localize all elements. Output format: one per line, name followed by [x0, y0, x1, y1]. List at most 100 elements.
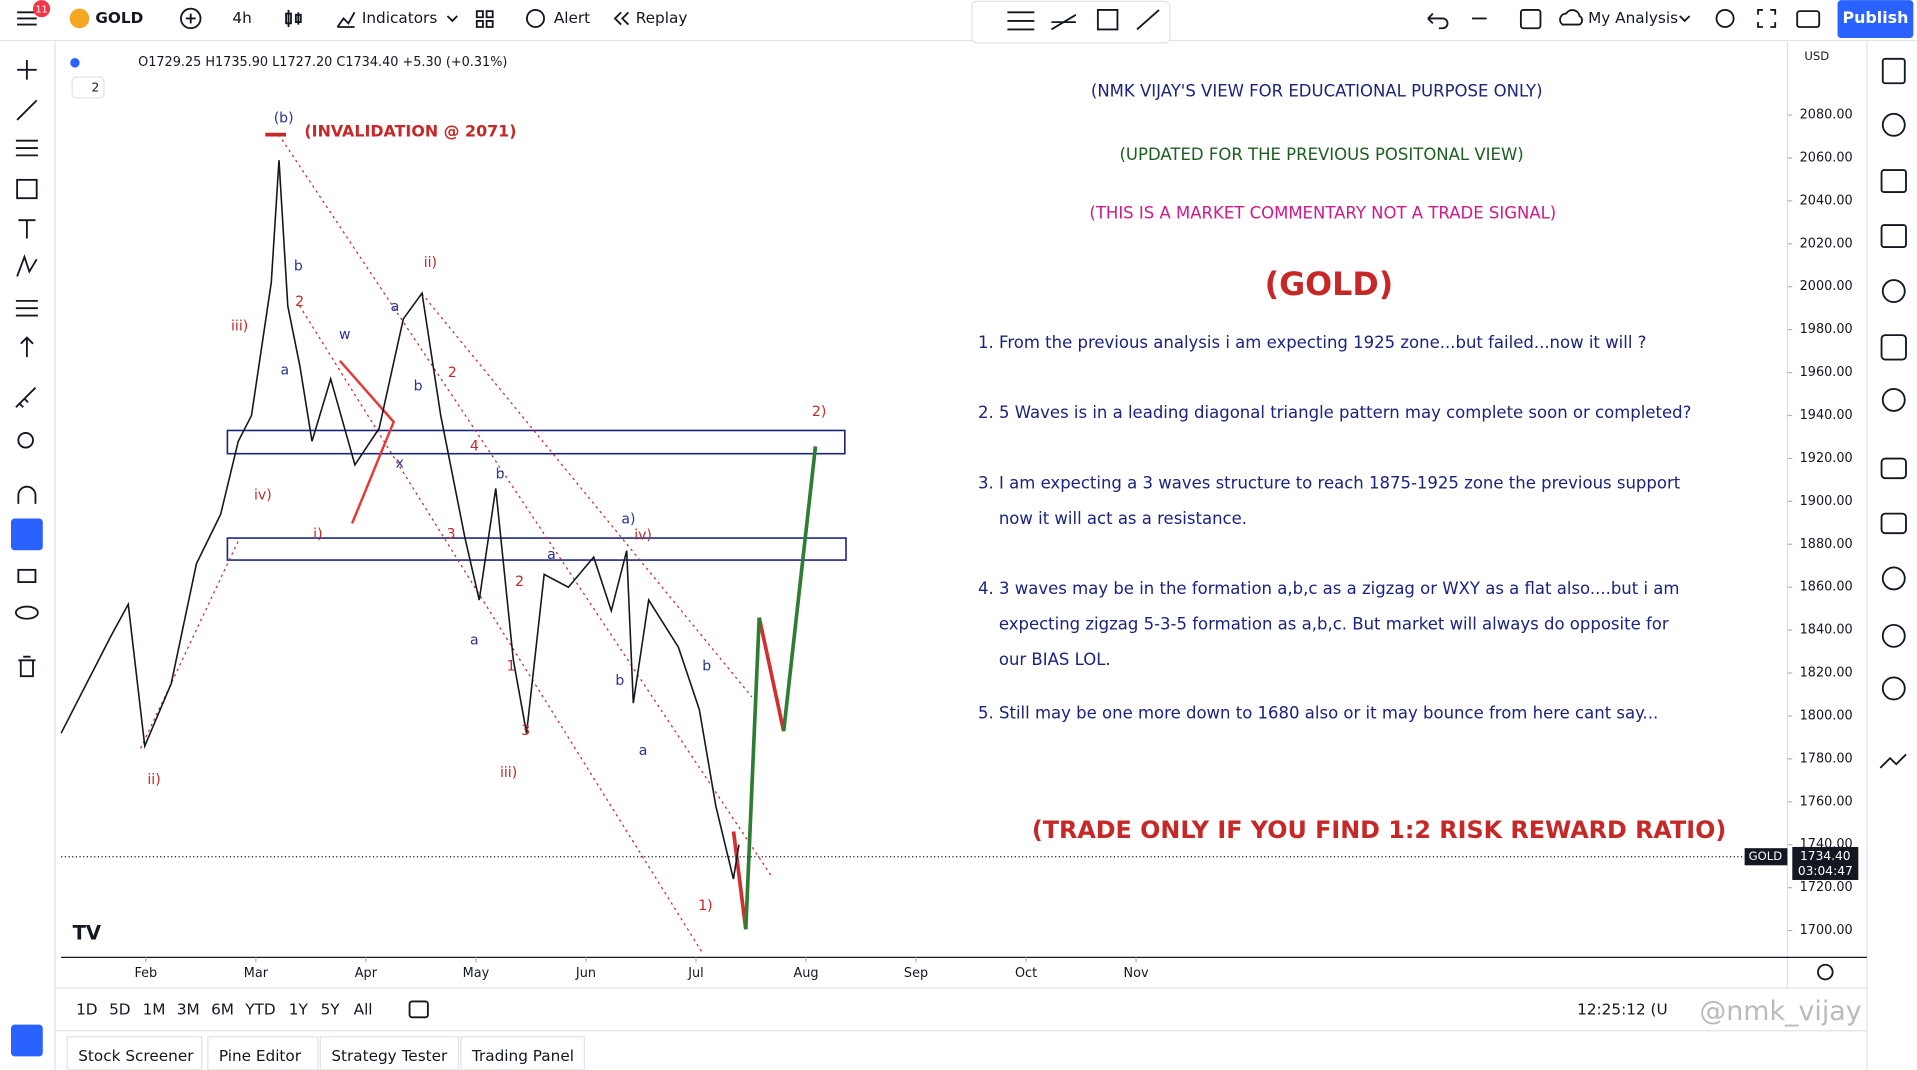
tab-label: Pine Editor	[219, 1047, 302, 1065]
menu-icon[interactable]	[17, 11, 37, 26]
indicators-button[interactable]: Indicators	[362, 9, 437, 27]
range-button[interactable]: 1M	[143, 1000, 166, 1018]
commentary-point: 3. I am expecting a 3 waves structure to…	[978, 474, 1681, 493]
wave-label: a	[470, 633, 479, 649]
magnet-tool[interactable]	[17, 485, 37, 504]
x-tick-label: Mar	[244, 966, 269, 981]
text-tool[interactable]	[18, 219, 36, 239]
symbol-logo	[69, 8, 90, 29]
replay-button[interactable]: Replay	[636, 9, 688, 27]
publish-button[interactable]	[1837, 0, 1914, 39]
collapse-button[interactable]	[71, 76, 105, 99]
chart-type-icon[interactable]	[285, 9, 302, 28]
trading-icon[interactable]	[1879, 753, 1907, 769]
range-button[interactable]: YTD	[244, 1000, 275, 1018]
replay-icon	[613, 11, 630, 26]
wave-label: 2	[515, 574, 524, 590]
symbol[interactable]: GOLD	[95, 9, 143, 27]
fullscreen-icon[interactable]	[1757, 8, 1777, 28]
hotlist-icon[interactable]	[1881, 279, 1906, 304]
range-button[interactable]: 5Y	[321, 1000, 341, 1018]
clock[interactable]: 12:25:12 (U	[1577, 1000, 1668, 1018]
commentary-point: now it will act as a resistance.	[999, 509, 1247, 528]
ohlc-legend: O1729.25 H1735.90 L1727.20 C1734.40 +5.3…	[138, 55, 507, 70]
y-tick-label: 2000.00	[1800, 279, 1853, 294]
right-sidebar	[1866, 41, 1907, 1070]
publish-label: Publish	[1842, 8, 1908, 27]
resistance-box	[226, 429, 846, 455]
watchlist-icon[interactable]	[1881, 57, 1906, 85]
crosshair-tool[interactable]	[17, 60, 37, 80]
wave-label: 2)	[812, 404, 826, 420]
range-button[interactable]: 1Y	[289, 1000, 309, 1018]
interval[interactable]: 4h	[232, 9, 251, 27]
tv-logo[interactable]: 𝗧𝗩	[73, 922, 102, 945]
alert-button[interactable]: Alert	[554, 9, 590, 27]
shape-tool[interactable]	[16, 178, 38, 200]
wave-label: 2	[448, 365, 457, 381]
wave-label: b	[615, 673, 624, 689]
range-button[interactable]: 5D	[109, 1000, 130, 1018]
prediction-tool[interactable]	[15, 299, 38, 317]
wave-label: a	[391, 299, 400, 315]
layout-icon[interactable]	[1519, 8, 1542, 30]
news-icon[interactable]	[1880, 169, 1907, 193]
left-toolbar	[11, 41, 56, 1070]
symbol-tag	[1744, 848, 1788, 866]
axis-settings[interactable]	[1817, 963, 1834, 981]
lock-tool[interactable]	[17, 568, 37, 583]
data-window-icon[interactable]	[1880, 224, 1907, 249]
range-button[interactable]: All	[354, 1000, 373, 1018]
live-icon[interactable]	[1881, 623, 1906, 648]
commentary-point: 5. Still may be one more down to 1680 al…	[978, 704, 1658, 723]
y-tick-label: 2080.00	[1800, 108, 1853, 123]
heading: (GOLD)	[1265, 267, 1394, 303]
range-button[interactable]: 1D	[76, 1000, 97, 1018]
dropdown-icon[interactable]	[446, 15, 458, 23]
templates-icon[interactable]	[475, 10, 494, 28]
zoom-tool[interactable]	[17, 431, 34, 449]
compare-button[interactable]	[180, 7, 202, 30]
undo-icon[interactable]	[1427, 12, 1449, 30]
ideas-icon[interactable]	[1881, 387, 1906, 412]
wave-label: b	[414, 378, 423, 394]
currency-label[interactable]: USD	[1804, 49, 1829, 63]
snapshot-icon[interactable]	[1796, 10, 1821, 28]
visibility-tool[interactable]	[14, 605, 39, 620]
alert-icon	[526, 8, 545, 28]
tab[interactable]	[319, 1036, 460, 1070]
y-tick-label: 1820.00	[1800, 666, 1853, 681]
tab[interactable]	[66, 1036, 203, 1070]
delete-tool[interactable]	[18, 655, 36, 678]
alerts-icon[interactable]	[1881, 112, 1906, 137]
price-line	[60, 160, 740, 880]
commentary: (NMK VIJAY'S VIEW FOR EDUCATIONAL PURPOS…	[978, 81, 1726, 844]
bottom-bar: 1D 5D 1M 3M 6M YTD 1Y 5Y All 12:25:12 (U @nmk_vija…	[66, 996, 1862, 1070]
support-box	[226, 537, 847, 561]
range-button[interactable]: 6M	[211, 1000, 234, 1018]
x-tick-label: Jun	[575, 966, 596, 981]
stay-drawing-tool[interactable]	[11, 518, 43, 551]
ruler-tool[interactable]	[15, 387, 37, 408]
drawing-tools[interactable]	[1007, 8, 1160, 31]
notifications-icon[interactable]	[1881, 566, 1906, 591]
pattern-tool[interactable]	[16, 254, 38, 277]
wave-label: b	[496, 466, 505, 482]
x-tick-label: May	[463, 966, 490, 981]
fib-tool[interactable]	[15, 139, 38, 157]
streams-icon[interactable]	[1880, 512, 1907, 535]
help-icon[interactable]	[1881, 676, 1906, 701]
object-tree[interactable]	[11, 1024, 43, 1057]
settings-icon[interactable]	[1715, 8, 1735, 28]
range-button[interactable]: 3M	[177, 1000, 200, 1018]
layout-name[interactable]: My Analysis	[1588, 9, 1678, 27]
chats-icon[interactable]	[1880, 457, 1907, 480]
tab[interactable]	[460, 1036, 586, 1070]
collapse-count: 2	[91, 81, 99, 95]
date-range-icon[interactable]	[408, 1000, 429, 1019]
layout-dropdown[interactable]	[1679, 15, 1691, 23]
trend-tool[interactable]	[16, 99, 38, 121]
icon-tool[interactable]	[20, 336, 34, 358]
calendar-icon[interactable]	[1880, 334, 1907, 361]
